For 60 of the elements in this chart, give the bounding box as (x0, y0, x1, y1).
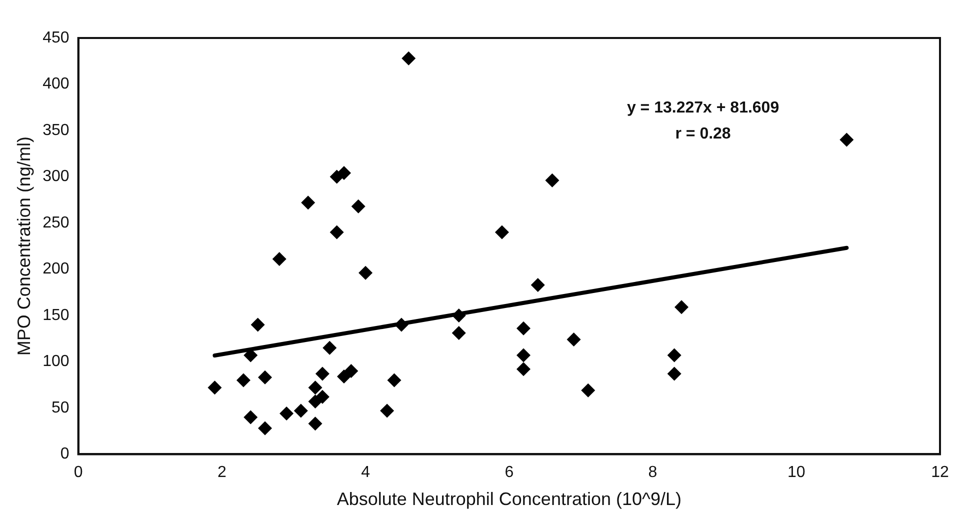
point (258, 421, 272, 436)
x-tick-label: 4 (361, 464, 370, 482)
point (294, 404, 308, 418)
y-axis-title: MPO Concentration (ng/ml) (14, 136, 34, 356)
point (244, 410, 258, 424)
y-tick-label: 300 (42, 168, 70, 186)
point (344, 364, 358, 378)
point (516, 348, 531, 362)
point (330, 225, 344, 240)
point (236, 373, 250, 388)
point (674, 300, 688, 314)
point (358, 266, 373, 280)
point (566, 332, 581, 347)
point (301, 196, 316, 210)
point (840, 132, 854, 147)
x-tick-label: 2 (217, 464, 226, 482)
point (336, 370, 351, 384)
point (322, 340, 337, 355)
point (387, 373, 402, 388)
point (308, 416, 322, 431)
y-tick-label: 200 (42, 260, 70, 278)
point (336, 166, 351, 180)
annotation: y = 13.227x + 81.609 (626, 99, 780, 116)
x-tick-label: 8 (648, 464, 658, 482)
point (516, 362, 531, 376)
point (394, 318, 408, 332)
point (452, 308, 466, 322)
point (272, 252, 286, 266)
y-tick-label: 250 (42, 214, 70, 232)
point (380, 404, 394, 418)
point (452, 326, 466, 340)
x-axis-title: Absolute Neutrophil Concentration (10^9/L) (336, 489, 682, 510)
point (494, 225, 509, 240)
point (258, 370, 272, 384)
point (545, 173, 560, 188)
y-tick-label: 100 (42, 353, 70, 370)
point (208, 380, 222, 395)
x-tick-label: 0 (74, 464, 83, 482)
x-tick-label: 6 (504, 464, 514, 482)
point (308, 380, 322, 395)
annotation: r = 0.28 (675, 125, 731, 142)
point (315, 366, 330, 381)
y-tick-label: 350 (42, 122, 70, 139)
point (402, 51, 416, 66)
point (516, 321, 531, 336)
y-tick-label: 400 (42, 76, 70, 93)
point (280, 406, 294, 421)
point (351, 199, 366, 214)
x-tick-label: 10 (787, 464, 806, 482)
y-tick-label: 450 (42, 29, 70, 46)
y-tick-label: 50 (52, 399, 70, 416)
point (667, 348, 682, 362)
x-tick-label: 12 (931, 464, 949, 482)
point (530, 278, 545, 292)
point (581, 383, 596, 398)
point (250, 318, 265, 332)
y-tick-label: 0 (60, 446, 70, 463)
point (315, 390, 330, 404)
y-tick-label: 150 (42, 306, 70, 324)
point (667, 366, 682, 381)
